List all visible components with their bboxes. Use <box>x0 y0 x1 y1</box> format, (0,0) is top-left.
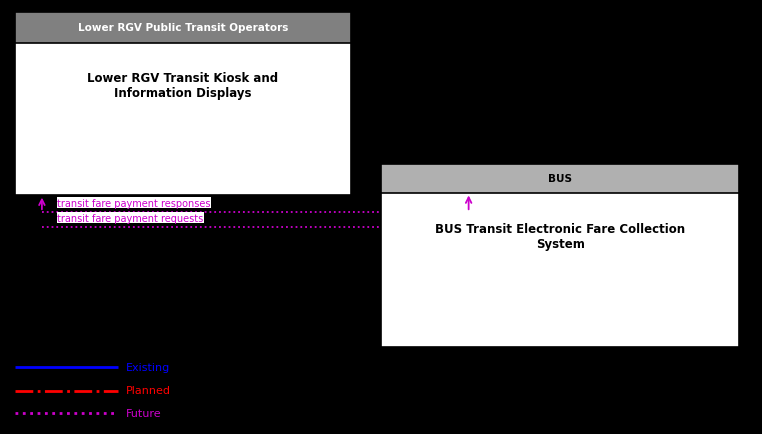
Bar <box>15 13 351 43</box>
Text: Lower RGV Transit Kiosk and
Information Displays: Lower RGV Transit Kiosk and Information … <box>88 72 278 100</box>
Text: BUS Transit Electronic Fare Collection
System: BUS Transit Electronic Fare Collection S… <box>435 222 685 250</box>
Text: BUS: BUS <box>548 174 572 184</box>
Bar <box>381 165 739 193</box>
Text: Lower RGV Public Transit Operators: Lower RGV Public Transit Operators <box>78 23 288 33</box>
Text: transit fare payment requests: transit fare payment requests <box>57 214 203 224</box>
Text: Existing: Existing <box>126 362 170 372</box>
Text: Planned: Planned <box>126 386 171 395</box>
Bar <box>15 13 351 195</box>
Text: Future: Future <box>126 408 162 418</box>
Bar <box>381 165 739 347</box>
Text: transit fare payment responses: transit fare payment responses <box>57 198 210 208</box>
